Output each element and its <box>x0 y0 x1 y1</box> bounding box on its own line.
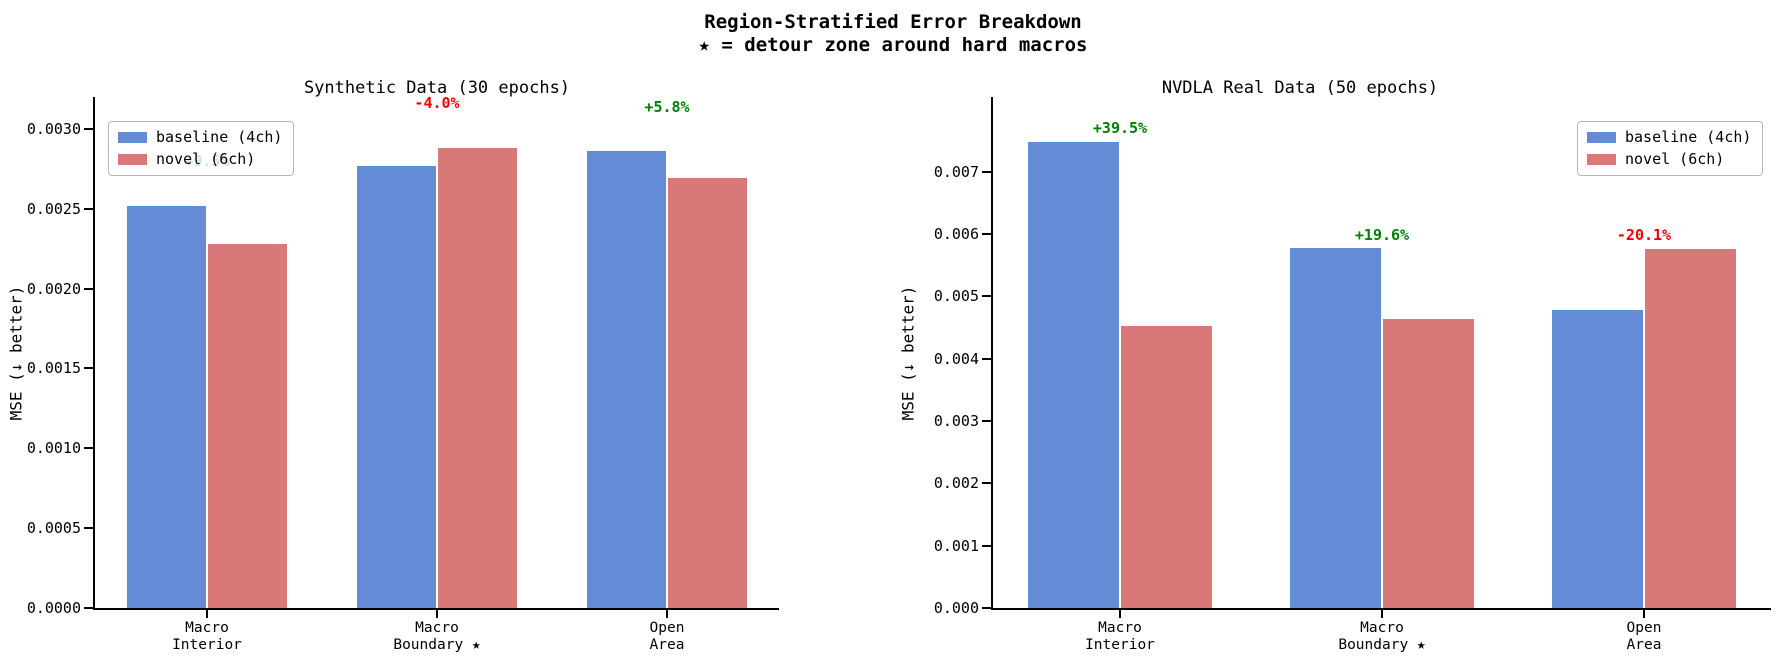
y-axis-label: MSE (↓ better) <box>898 285 918 421</box>
delta-annotation-open-area: -20.1% <box>1616 226 1672 245</box>
x-tick-label-macro-interior: Macro Interior <box>1085 620 1155 653</box>
y-tick-label: 0.007 <box>933 162 979 181</box>
y-axis-spine <box>991 97 993 610</box>
y-tick-label: 0.001 <box>933 536 979 555</box>
y-tick-label: 0.005 <box>933 287 979 306</box>
x-axis-spine <box>93 608 779 610</box>
bar-novel-macro-interior <box>208 243 287 608</box>
y-tick-mark <box>84 287 93 290</box>
y-tick-mark <box>982 170 991 173</box>
y-tick-label: 0.004 <box>933 349 979 368</box>
y-tick-label: 0.000 <box>933 599 979 617</box>
y-tick-label: 0.0000 <box>26 599 81 617</box>
x-tick-mark <box>1381 610 1383 618</box>
legend-label: baseline (4ch) <box>156 128 283 146</box>
bar-baseline-open-area <box>587 151 666 608</box>
y-tick-mark <box>982 607 991 609</box>
delta-annotation-macro-boundary: +19.6% <box>1354 225 1410 244</box>
y-tick-mark <box>84 447 93 450</box>
bar-novel-macro-boundary <box>438 148 517 608</box>
x-tick-mark <box>436 610 438 618</box>
y-tick-mark <box>982 295 991 298</box>
legend-label: novel (6ch) <box>156 150 256 168</box>
bar-baseline-macro-boundary <box>1290 248 1381 608</box>
bar-baseline-macro-interior <box>1028 141 1119 608</box>
y-tick-label: 0.0025 <box>26 199 81 218</box>
y-tick-label: 0.0030 <box>26 119 81 138</box>
legend-row: baseline (4ch) <box>1587 129 1751 146</box>
bar-baseline-macro-interior <box>127 205 206 608</box>
bar-novel-macro-interior <box>1121 326 1212 608</box>
x-tick-label-open-area: Open Area <box>649 620 685 653</box>
legend-swatch-icon <box>118 132 147 143</box>
bar-novel-open-area <box>1645 249 1736 608</box>
y-tick-mark <box>84 527 93 530</box>
y-tick-mark <box>982 420 991 423</box>
y-tick-label: 0.0015 <box>26 359 81 378</box>
y-tick-label: 0.0010 <box>26 439 81 458</box>
y-tick-mark <box>84 367 93 370</box>
y-tick-label: 0.006 <box>933 225 979 244</box>
y-tick-label: 0.0005 <box>26 519 81 538</box>
legend: baseline (4ch) novel (6ch) <box>1577 121 1764 176</box>
x-tick-label-macro-boundary: Macro Boundary ★ <box>1338 620 1426 653</box>
y-axis-spine <box>93 97 95 610</box>
y-tick-label: 0.0020 <box>26 279 81 298</box>
x-tick-label-open-area: Open Area <box>1626 620 1662 653</box>
legend-row: novel (6ch) <box>118 151 282 168</box>
bar-baseline-macro-boundary <box>357 165 436 608</box>
y-tick-mark <box>982 357 991 360</box>
legend-row: novel (6ch) <box>1587 151 1751 168</box>
legend-swatch-icon <box>118 154 147 165</box>
bar-baseline-open-area <box>1552 309 1643 608</box>
y-tick-label: 0.003 <box>933 412 979 431</box>
bar-novel-open-area <box>668 178 747 608</box>
x-axis-spine <box>991 608 1771 610</box>
x-tick-mark <box>666 610 668 618</box>
y-tick-mark <box>982 544 991 547</box>
delta-annotation-open-area: +5.8% <box>644 97 690 116</box>
delta-annotation-macro-interior: +39.5% <box>1092 119 1148 138</box>
legend-swatch-icon <box>1587 154 1616 165</box>
y-tick-mark <box>982 233 991 236</box>
bar-novel-macro-boundary <box>1383 318 1474 608</box>
x-tick-label-macro-interior: Macro Interior <box>172 620 242 653</box>
x-tick-mark <box>1643 610 1645 618</box>
y-tick-mark <box>982 482 991 485</box>
delta-annotation-macro-boundary: -4.0% <box>414 94 460 113</box>
y-tick-mark <box>84 607 93 609</box>
legend-label: baseline (4ch) <box>1625 128 1752 146</box>
figure-title: Region-Stratified Error Breakdown <box>704 11 1082 33</box>
legend-swatch-icon <box>1587 132 1616 143</box>
chart-title: Synthetic Data (30 epochs) <box>303 78 571 98</box>
y-tick-mark <box>84 207 93 210</box>
x-tick-mark <box>1119 610 1121 618</box>
legend-row: baseline (4ch) <box>118 129 282 146</box>
legend-label: novel (6ch) <box>1625 150 1725 168</box>
x-tick-label-macro-boundary: Macro Boundary ★ <box>393 620 481 653</box>
y-tick-mark <box>84 127 93 130</box>
legend: baseline (4ch) novel (6ch) <box>108 121 295 176</box>
chart-title: NVDLA Real Data (50 epochs) <box>1161 78 1439 98</box>
figure-subtitle: ★ = detour zone around hard macros <box>698 34 1088 56</box>
x-tick-mark <box>206 610 208 618</box>
y-tick-label: 0.002 <box>933 474 979 493</box>
